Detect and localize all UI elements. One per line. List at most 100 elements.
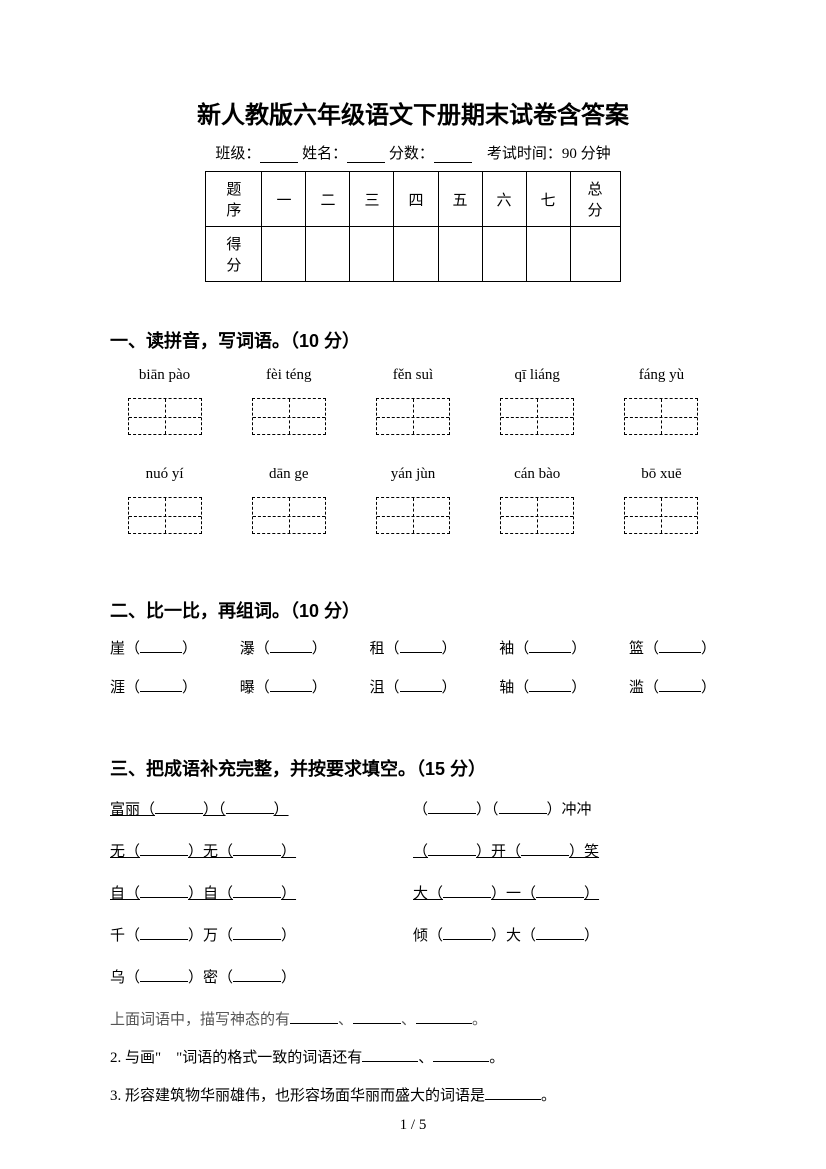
cell: 二: [306, 172, 350, 227]
blank[interactable]: [443, 886, 491, 898]
blank[interactable]: [659, 680, 701, 692]
blank[interactable]: [529, 680, 571, 692]
pinyin-label: fèi téng: [234, 367, 343, 384]
char: 瀑: [240, 641, 255, 657]
blank[interactable]: [536, 886, 584, 898]
blank[interactable]: [233, 844, 281, 856]
name-label: 姓名：: [302, 146, 347, 162]
blank[interactable]: [400, 680, 442, 692]
pinyin-label: yán jùn: [358, 466, 467, 483]
blank[interactable]: [270, 680, 312, 692]
blank[interactable]: [140, 928, 188, 940]
name-blank[interactable]: [347, 149, 385, 163]
pinyin-row-1-grids: [110, 398, 716, 440]
idiom-row: 千（）万（） 倾（）大（）: [110, 921, 716, 959]
char-grid[interactable]: [252, 398, 326, 435]
blank[interactable]: [140, 641, 182, 653]
blank[interactable]: [233, 928, 281, 940]
cell[interactable]: [570, 227, 620, 282]
blank[interactable]: [362, 1050, 418, 1062]
cell[interactable]: [482, 227, 526, 282]
blank[interactable]: [428, 844, 476, 856]
cell: 题序: [206, 172, 262, 227]
table-row: 题序 一 二 三 四 五 六 七 总分: [206, 172, 620, 227]
page-title: 新人教版六年级语文下册期末试卷含答案: [110, 95, 716, 130]
idiom-row: 无（）无（） （）开（）笑: [110, 837, 716, 875]
blank[interactable]: [499, 802, 547, 814]
char-grid[interactable]: [624, 497, 698, 534]
blank[interactable]: [485, 1088, 541, 1100]
page-number: 1 / 5: [0, 1117, 826, 1134]
blank[interactable]: [233, 886, 281, 898]
char-grid[interactable]: [128, 497, 202, 534]
section3-q3: 3. 形容建筑物华丽雄伟，也形容场面华丽而盛大的词语是。: [110, 1081, 716, 1111]
cell[interactable]: [350, 227, 394, 282]
cell[interactable]: [438, 227, 482, 282]
cell: 四: [394, 172, 438, 227]
blank[interactable]: [140, 844, 188, 856]
char-grid[interactable]: [624, 398, 698, 435]
blank[interactable]: [140, 680, 182, 692]
blank[interactable]: [416, 1012, 472, 1024]
cell: 五: [438, 172, 482, 227]
blank[interactable]: [521, 844, 569, 856]
cell[interactable]: [262, 227, 306, 282]
pinyin-label: fáng yù: [607, 367, 716, 384]
cell[interactable]: [394, 227, 438, 282]
cell: 总分: [570, 172, 620, 227]
blank[interactable]: [140, 970, 188, 982]
score-label: 分数：: [389, 146, 434, 162]
pinyin-label: fěn suì: [358, 367, 467, 384]
cell[interactable]: [306, 227, 350, 282]
char-grid[interactable]: [252, 497, 326, 534]
pinyin-label: cán bào: [483, 466, 592, 483]
blank[interactable]: [140, 886, 188, 898]
exam-time: 考试时间：90 分钟: [487, 146, 611, 162]
cell: 一: [262, 172, 306, 227]
pinyin-row-1-labels: biān pào fèi téng fěn suì qī liáng fáng …: [110, 367, 716, 390]
idiom-row: 自（）自（） 大（）一（）: [110, 879, 716, 917]
blank[interactable]: [233, 970, 281, 982]
idiom-row: 富丽（）（） （）（）冲冲: [110, 795, 716, 833]
cell: 三: [350, 172, 394, 227]
blank[interactable]: [529, 641, 571, 653]
char: 沮: [369, 680, 384, 696]
table-row: 得分: [206, 227, 620, 282]
class-label: 班级：: [215, 146, 260, 162]
cell[interactable]: [526, 227, 570, 282]
blank[interactable]: [226, 802, 274, 814]
blank[interactable]: [290, 1012, 338, 1024]
section2-row2: 涯（） 曝（） 沮（） 轴（） 滥（）: [110, 676, 716, 697]
blank[interactable]: [400, 641, 442, 653]
section1-heading: 一、读拼音，写词语。（10 分）: [110, 327, 716, 353]
char: 涯: [110, 680, 125, 696]
char-grid[interactable]: [128, 398, 202, 435]
idiom-row: 乌（）密（）: [110, 963, 716, 1001]
section2-heading: 二、比一比，再组词。（10 分）: [110, 597, 716, 623]
char: 轴: [499, 680, 514, 696]
score-blank[interactable]: [434, 149, 472, 163]
char: 曝: [240, 680, 255, 696]
pinyin-label: qī liáng: [483, 367, 592, 384]
char-grid[interactable]: [500, 398, 574, 435]
blank[interactable]: [428, 802, 476, 814]
class-blank[interactable]: [260, 149, 298, 163]
blank[interactable]: [155, 802, 203, 814]
blank[interactable]: [353, 1012, 401, 1024]
blank[interactable]: [659, 641, 701, 653]
section2-row1: 崖（） 瀑（） 租（） 袖（） 篮（）: [110, 637, 716, 658]
char: 租: [369, 641, 384, 657]
pinyin-label: bō xuē: [607, 466, 716, 483]
blank[interactable]: [536, 928, 584, 940]
blank[interactable]: [433, 1050, 489, 1062]
section3-heading: 三、把成语补充完整，并按要求填空。（15 分）: [110, 755, 716, 781]
section3-q1: 上面词语中，描写神态的有、、。: [110, 1005, 716, 1035]
blank[interactable]: [443, 928, 491, 940]
blank[interactable]: [270, 641, 312, 653]
pinyin-label: nuó yí: [110, 466, 219, 483]
char-grid[interactable]: [500, 497, 574, 534]
char: 崖: [110, 641, 125, 657]
char-grid[interactable]: [376, 497, 450, 534]
char-grid[interactable]: [376, 398, 450, 435]
char: 篮: [629, 641, 644, 657]
